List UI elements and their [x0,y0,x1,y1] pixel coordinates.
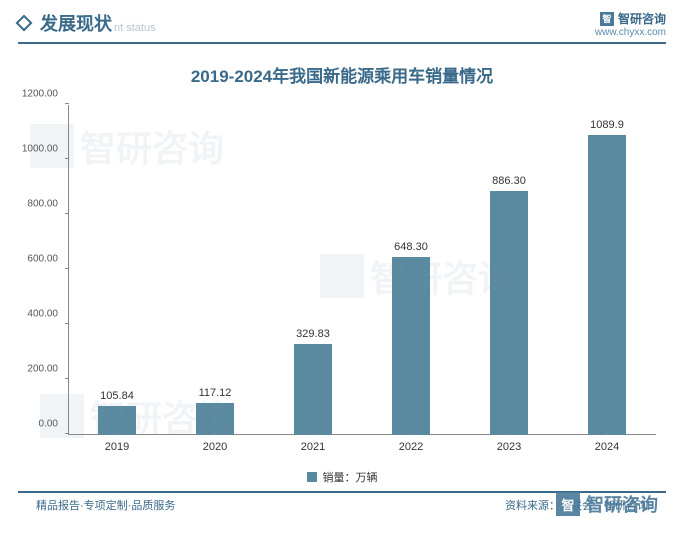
x-tick-label: 2021 [264,435,362,465]
brand-logo-icon: 智 [600,12,614,26]
bar-slot: 329.83 [264,105,362,435]
brand-url: www.chyxx.com [595,27,666,38]
x-tick-mark [313,431,314,435]
bar-slot: 648.30 [362,105,460,435]
bar-slot: 886.30 [460,105,558,435]
bar-value-label: 117.12 [199,387,232,399]
x-tick-label: 2020 [166,435,264,465]
bar-value-label: 329.83 [296,328,330,340]
y-tick-label: 1000.00 [22,144,58,155]
bar [588,135,626,435]
x-tick-mark [215,431,216,435]
y-tick-label: 1200.00 [22,89,58,100]
y-tick-label: 200.00 [27,364,58,375]
bar-slot: 117.12 [166,105,264,435]
chart-title: 2019-2024年我国新能源乘用车销量情况 [18,62,666,87]
x-tick-mark [607,431,608,435]
y-tick-label: 400.00 [27,309,58,320]
bar-slot: 1089.9 [558,105,656,435]
bar-value-label: 648.30 [394,241,428,253]
chart-container: 2019-2024年我国新能源乘用车销量情况 0.00200.00400.006… [0,44,684,485]
x-axis: 201920202021202220232024 [68,435,656,465]
footer-left: 精品报告·专项定制·品质服务 [36,497,175,513]
header-right: 智 智研咨询 www.chyxx.com [595,10,666,38]
bar-value-label: 105.84 [100,390,134,402]
bar-slot: 105.84 [68,105,166,435]
section-title-cn: 发展现状 [40,10,112,36]
header-left: 发展现状 nt status [18,10,156,36]
brand-name: 智研咨询 [618,10,666,27]
diamond-icon [16,15,33,32]
bar [294,344,332,435]
y-axis: 0.00200.00400.00600.00800.001000.001200.… [18,105,66,435]
y-tick-label: 800.00 [27,199,58,210]
y-tick-label: 600.00 [27,254,58,265]
brand-line: 智 智研咨询 [595,10,666,27]
bars-group: 105.84 117.12 329.83 648.30 886.30 1089.9 [68,105,656,435]
corner-brand: 智 智研咨询 [556,491,658,517]
x-tick-mark [411,431,412,435]
y-tick-label: 0.00 [39,419,58,430]
corner-brand-logo-icon: 智 [556,492,580,516]
x-tick-label: 2023 [460,435,558,465]
bar-value-label: 1089.9 [590,119,624,131]
bar [392,257,430,435]
y-tick-mark [65,103,69,104]
bar-value-label: 886.30 [492,175,526,187]
x-tick-label: 2022 [362,435,460,465]
legend: 销量：万辆 [18,469,666,485]
x-tick-label: 2019 [68,435,166,465]
x-tick-mark [509,431,510,435]
legend-label: 销量：万辆 [323,469,378,485]
header: 发展现状 nt status 智 智研咨询 www.chyxx.com [0,0,684,42]
plot-area: 0.00200.00400.00600.00800.001000.001200.… [68,105,656,465]
corner-brand-text: 智研咨询 [586,491,658,517]
legend-swatch-icon [307,472,317,482]
section-title-en: nt status [114,22,156,36]
bar [490,191,528,435]
x-tick-mark [117,431,118,435]
x-tick-label: 2024 [558,435,656,465]
